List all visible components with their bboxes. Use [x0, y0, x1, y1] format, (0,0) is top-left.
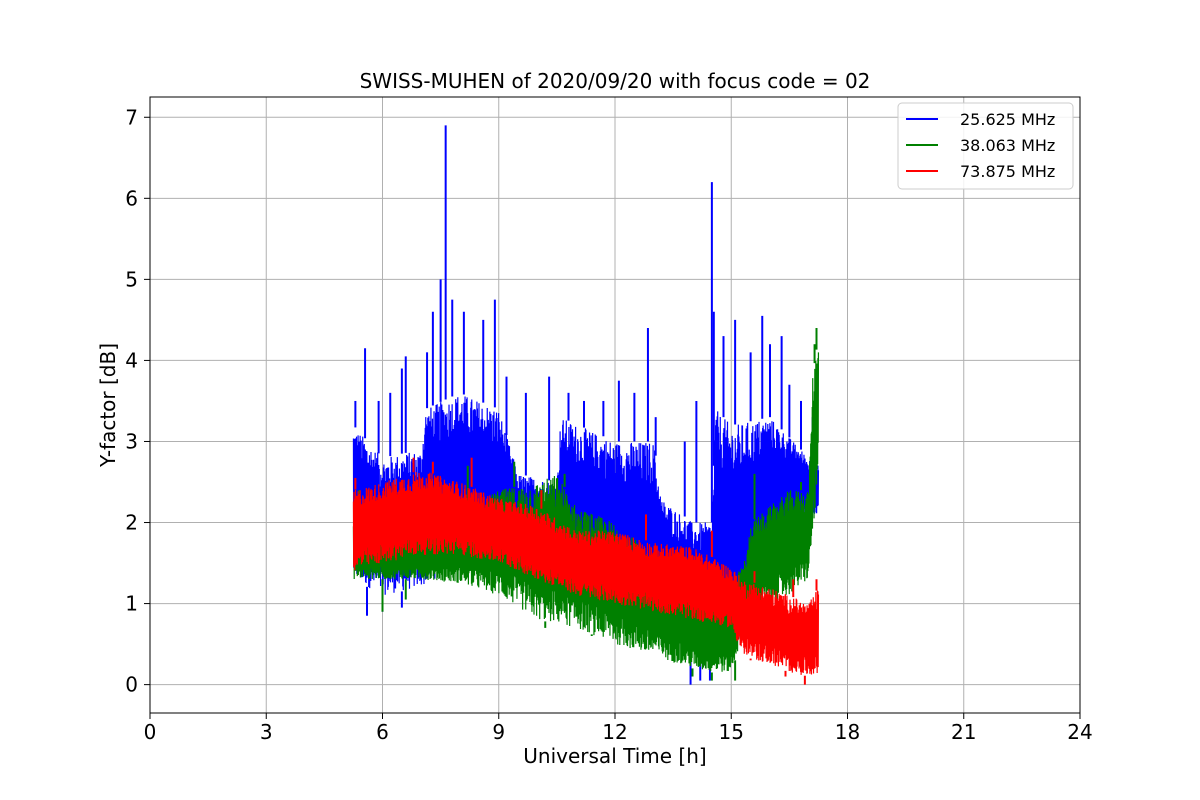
series-layer — [352, 125, 820, 685]
y-tick-label: 1 — [125, 592, 138, 616]
x-tick-label: 3 — [260, 720, 273, 744]
y-tick-label: 5 — [125, 267, 138, 291]
x-tick-label: 12 — [602, 720, 627, 744]
x-tick-label: 18 — [835, 720, 860, 744]
series-line — [352, 396, 820, 652]
y-tick-label: 4 — [125, 348, 138, 372]
y-tick-label: 2 — [125, 511, 138, 535]
legend-label: 38.063 MHz — [960, 136, 1055, 155]
series-line — [352, 472, 820, 675]
y-axis-label: Y-factor [dB] — [96, 343, 120, 468]
legend-box — [897, 102, 1074, 190]
x-tick-label: 9 — [492, 720, 505, 744]
legend-label: 73.875 MHz — [960, 162, 1055, 181]
x-axis-label: Universal Time [h] — [523, 744, 706, 768]
x-tick-label: 15 — [719, 720, 744, 744]
y-tick-label: 3 — [125, 429, 138, 453]
y-tick-label: 6 — [125, 186, 138, 210]
chart-title: SWISS-MUHEN of 2020/09/20 with focus cod… — [360, 69, 871, 93]
y-tick-label: 0 — [125, 673, 138, 697]
y-tick-label: 7 — [125, 105, 138, 129]
x-tick-label: 24 — [1067, 720, 1092, 744]
grid — [149, 97, 1081, 713]
x-tick-label: 0 — [144, 720, 157, 744]
x-tick-label: 21 — [951, 720, 976, 744]
legend: 25.625 MHz 38.063 MHz 73.875 MHz — [897, 102, 1074, 190]
legend-label: 25.625 MHz — [960, 110, 1055, 129]
x-tick-label: 6 — [376, 720, 389, 744]
